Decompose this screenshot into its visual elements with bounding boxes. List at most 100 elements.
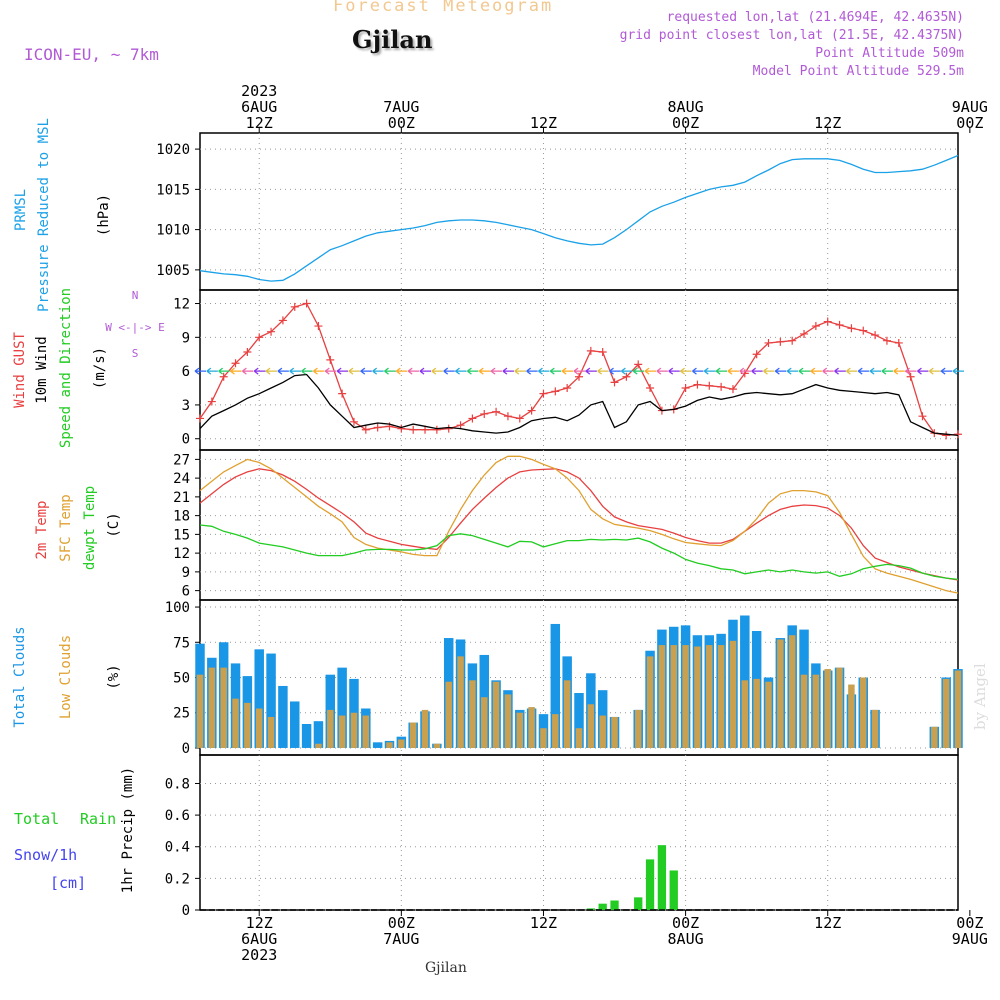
- wind-direction-arrow: [194, 367, 206, 375]
- wind-direction-arrow: [313, 367, 325, 375]
- rain-bar: [669, 870, 678, 910]
- gust-marker: [610, 378, 619, 387]
- wind-direction-arrow: [384, 367, 396, 375]
- y-tick-label: 24: [173, 471, 190, 487]
- top-tick-label: 8AUG: [668, 98, 704, 116]
- gust-marker: [326, 355, 335, 364]
- y-tick-label: 75: [173, 635, 190, 651]
- label-hpa: (hPa): [96, 194, 112, 236]
- label-celsius: (C): [106, 512, 122, 537]
- gust-marker: [942, 431, 951, 440]
- wind-direction-arrow: [597, 367, 609, 375]
- gust-marker: [634, 360, 643, 369]
- label-pressure-msl: Pressure Reduced to MSL: [36, 118, 52, 312]
- y-tick-label: 0: [182, 432, 190, 448]
- wind-direction-arrow: [230, 367, 242, 375]
- gust-marker: [681, 384, 690, 393]
- wind-direction-arrow: [455, 367, 467, 375]
- bottom-tick-label: 9AUG: [952, 930, 988, 948]
- wind-direction-arrow: [620, 367, 633, 375]
- gust-marker: [551, 387, 560, 396]
- low-cloud-bar: [267, 716, 275, 748]
- total-cloud-bar: [266, 653, 276, 748]
- bottom-tick-label: 2023: [241, 946, 277, 964]
- gust-marker: [847, 324, 856, 333]
- low-cloud-bar: [504, 694, 512, 748]
- gust-marker: [811, 322, 820, 331]
- gust-marker: [444, 424, 453, 433]
- wind-direction-arrow: [763, 367, 775, 375]
- low-cloud-bar: [836, 667, 843, 748]
- panel-precip: 0 0.2 0.4 0.6 0.8 1hr Precip (mm) Total RainSno…: [14, 754, 959, 919]
- y-tick-label: 1005: [156, 263, 190, 279]
- wind-direction-arrow: [869, 367, 882, 375]
- series-line-sfc-temp: [199, 455, 959, 594]
- total-cloud-bar: [254, 649, 264, 748]
- gust-marker: [835, 320, 844, 329]
- rain-bar: [634, 897, 643, 910]
- y-tick-label: 1020: [156, 142, 190, 158]
- top-tick-label: 00Z: [388, 114, 415, 132]
- panel-frame: [199, 754, 959, 911]
- y-tick-label: 18: [173, 509, 190, 525]
- wind-direction-arrow: [241, 367, 254, 375]
- wind-direction-arrow: [917, 367, 929, 375]
- top-tick-label: 7AUG: [383, 98, 419, 116]
- bottom-tick-label: 7AUG: [383, 930, 419, 948]
- low-cloud-bar: [457, 656, 464, 748]
- gust-marker: [575, 372, 583, 381]
- total-cloud-bar: [313, 721, 324, 748]
- gust-marker: [255, 333, 264, 342]
- y-tick-label: 27: [173, 452, 190, 468]
- total-cloud-bar: [337, 667, 347, 748]
- wind-direction-arrow: [715, 367, 728, 375]
- wind-direction-arrow: [301, 367, 313, 375]
- low-cloud-bar: [528, 707, 535, 748]
- gust-marker: [598, 347, 607, 356]
- low-cloud-bar: [220, 667, 227, 748]
- low-cloud-bar: [409, 722, 417, 748]
- label-ms: (m/s): [92, 347, 108, 389]
- y-tick-label: 6: [182, 584, 190, 600]
- wind-direction-arrow: [928, 367, 941, 375]
- low-cloud-bar: [954, 670, 962, 748]
- low-cloud-bar: [350, 712, 358, 748]
- wind-direction-arrow: [407, 367, 420, 375]
- label-speed-direction: Speed and Direction: [58, 288, 74, 448]
- low-cloud-bar: [753, 678, 760, 748]
- series-line-2m-temp: [199, 468, 959, 581]
- wind-direction-arrow: [881, 367, 893, 375]
- low-cloud-bar: [516, 712, 524, 748]
- wind-direction-arrow: [703, 367, 716, 375]
- gust-marker: [693, 380, 702, 389]
- wind-direction-arrow: [668, 367, 680, 375]
- footer-location: Gjilan: [425, 960, 467, 976]
- series-line-prmsl: [199, 154, 959, 282]
- requested-coords: requested lon,lat (21.4694E, 42.4635N): [666, 10, 964, 25]
- low-cloud-bar: [469, 680, 476, 748]
- gust-marker: [823, 317, 832, 326]
- y-tick-label: 0: [182, 741, 190, 757]
- gust-marker: [859, 326, 868, 335]
- wind-direction-arrow: [324, 367, 337, 375]
- wind-direction-arrow: [644, 367, 657, 375]
- y-tick-label: 21: [173, 490, 190, 506]
- gust-marker: [480, 409, 489, 418]
- gust-marker: [492, 407, 501, 416]
- gust-marker: [586, 346, 595, 355]
- label-wind-gust: Wind GUST: [12, 332, 28, 408]
- y-tick-label: 0.8: [165, 776, 190, 792]
- bottom-tick-label: 6AUG: [241, 930, 277, 948]
- label-total-clouds: Total Clouds: [12, 626, 28, 727]
- low-cloud-bar: [232, 698, 239, 748]
- wind-direction-arrow: [893, 367, 905, 375]
- gust-marker: [752, 350, 761, 359]
- label-low-clouds: Low Clouds: [58, 635, 74, 719]
- y-tick-label: 1015: [156, 182, 190, 198]
- top-tick-label: 00Z: [956, 114, 983, 132]
- low-cloud-bar: [729, 640, 737, 748]
- wind-direction-arrow: [253, 367, 266, 375]
- gust-marker: [918, 412, 927, 421]
- wind-direction-arrow: [786, 367, 799, 375]
